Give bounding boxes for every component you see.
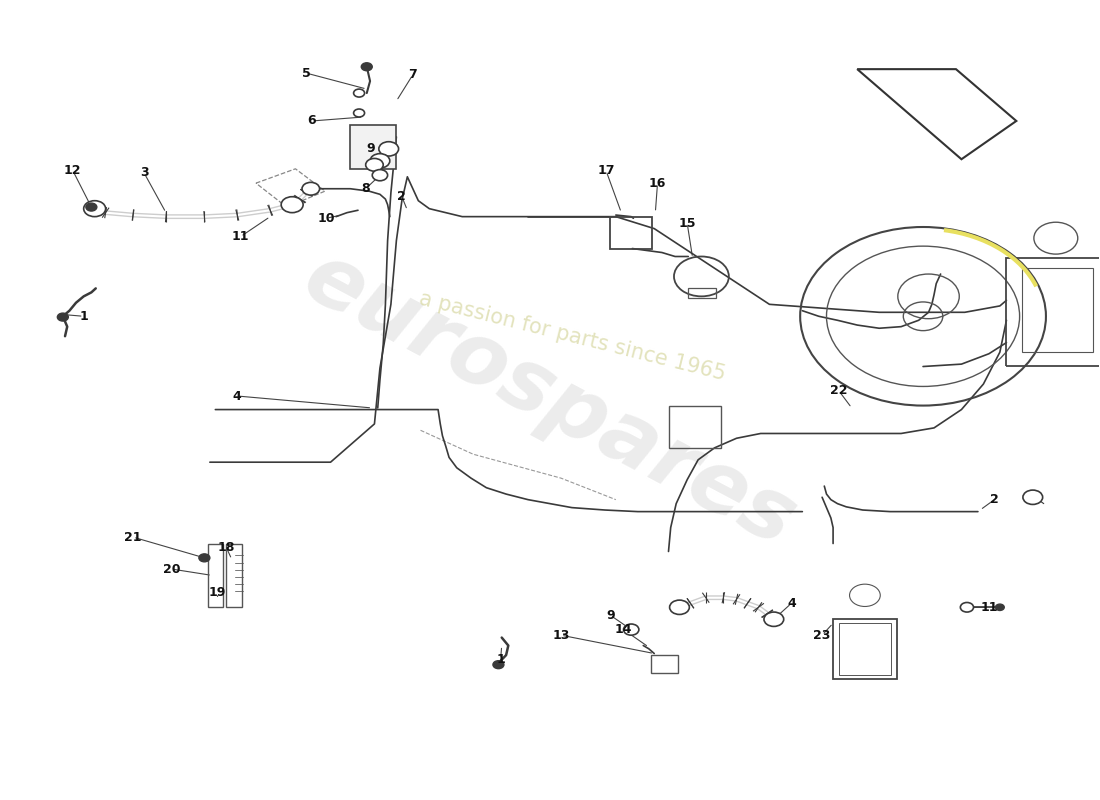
Text: eurospares: eurospares xyxy=(290,235,810,565)
Circle shape xyxy=(353,109,364,117)
Circle shape xyxy=(86,203,97,211)
Text: 11: 11 xyxy=(980,601,998,614)
Circle shape xyxy=(199,554,210,562)
Text: 18: 18 xyxy=(218,541,235,554)
Circle shape xyxy=(84,201,106,217)
Text: 14: 14 xyxy=(615,623,632,636)
Circle shape xyxy=(764,612,783,626)
Text: a passion for parts since 1965: a passion for parts since 1965 xyxy=(417,288,727,384)
Circle shape xyxy=(361,62,372,70)
Text: 9: 9 xyxy=(366,142,375,155)
Text: 4: 4 xyxy=(233,390,242,402)
Text: 15: 15 xyxy=(679,217,696,230)
Circle shape xyxy=(282,197,304,213)
Circle shape xyxy=(960,602,974,612)
Text: 12: 12 xyxy=(64,164,81,177)
Text: 8: 8 xyxy=(362,182,370,195)
Circle shape xyxy=(493,661,504,669)
Text: 17: 17 xyxy=(597,164,615,177)
Text: 6: 6 xyxy=(308,114,316,127)
Circle shape xyxy=(372,170,387,181)
Circle shape xyxy=(1023,490,1043,505)
Text: 1: 1 xyxy=(79,310,88,322)
Text: 16: 16 xyxy=(649,177,667,190)
Circle shape xyxy=(670,600,690,614)
Circle shape xyxy=(996,604,1004,610)
Text: 10: 10 xyxy=(318,212,334,225)
Circle shape xyxy=(624,624,639,635)
Text: 5: 5 xyxy=(302,66,311,80)
Circle shape xyxy=(370,154,389,168)
Text: 21: 21 xyxy=(124,530,142,544)
Text: 23: 23 xyxy=(813,629,830,642)
Text: 20: 20 xyxy=(163,562,180,575)
Text: 4: 4 xyxy=(786,597,795,610)
Text: 2: 2 xyxy=(990,493,999,506)
Text: 13: 13 xyxy=(552,629,570,642)
Text: 9: 9 xyxy=(606,609,615,622)
Text: 22: 22 xyxy=(829,384,847,397)
Text: 2: 2 xyxy=(397,190,406,203)
Text: 11: 11 xyxy=(232,230,250,243)
Text: 19: 19 xyxy=(209,586,227,599)
Text: 1: 1 xyxy=(496,653,505,666)
Circle shape xyxy=(353,89,364,97)
Circle shape xyxy=(365,158,383,171)
FancyBboxPatch shape xyxy=(350,125,396,169)
Text: 3: 3 xyxy=(140,166,148,179)
Text: 7: 7 xyxy=(408,68,417,82)
Circle shape xyxy=(302,182,320,195)
Circle shape xyxy=(378,142,398,156)
Circle shape xyxy=(57,313,68,321)
